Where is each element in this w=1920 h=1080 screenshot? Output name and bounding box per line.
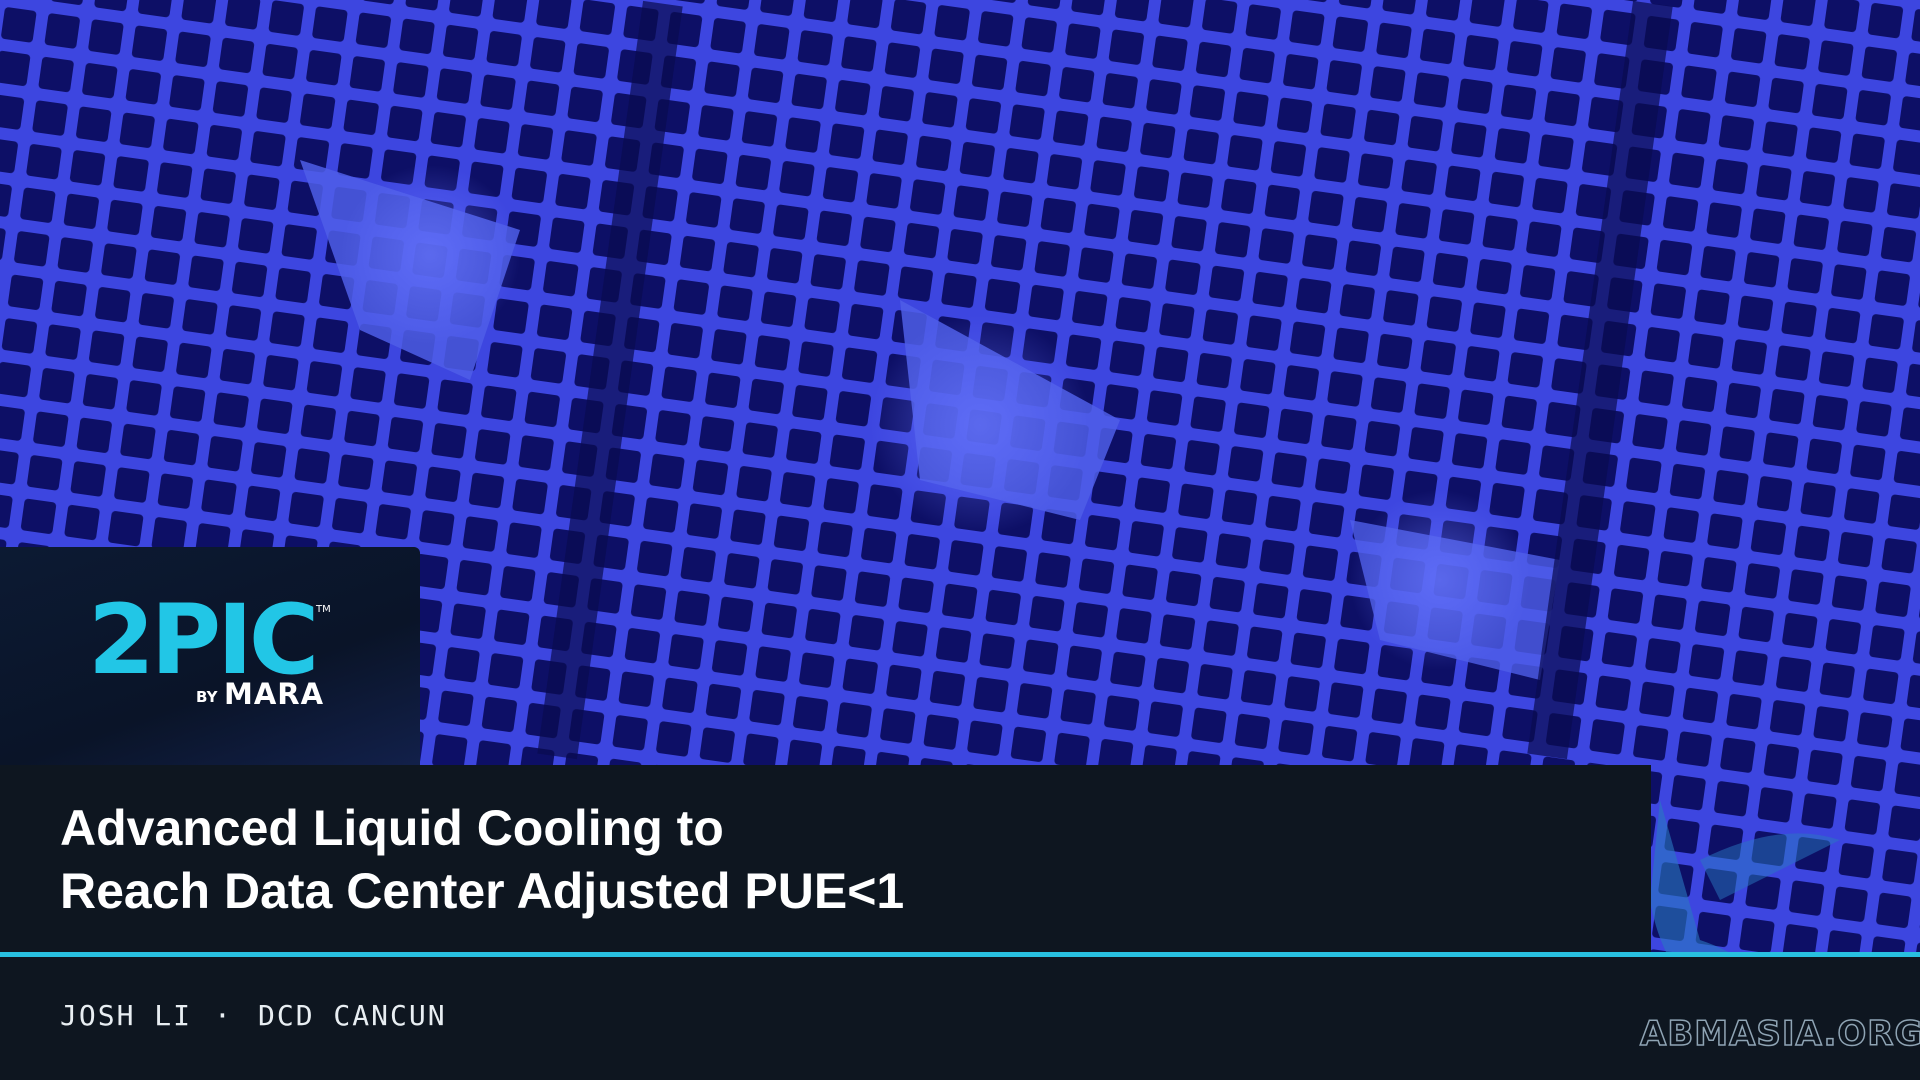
footer-bar xyxy=(0,957,1920,1080)
title-line: Advanced Liquid Cooling to xyxy=(60,800,724,856)
event: DCD CANCUN xyxy=(258,999,447,1032)
logo-by: BY xyxy=(196,688,218,706)
accent-rule xyxy=(0,952,1920,957)
title-line: Reach Data Center Adjusted PUE<1 xyxy=(60,863,905,919)
logo-trademark: TM xyxy=(316,604,331,615)
separator: · xyxy=(214,999,233,1032)
logo-company: MARA xyxy=(224,677,325,711)
speaker: JOSH LI xyxy=(60,999,193,1032)
watermark: ABMASIA.ORG xyxy=(1639,1013,1920,1055)
title-bar xyxy=(0,765,1651,954)
logo-panel xyxy=(0,547,420,765)
logo-brand: 2PIC xyxy=(88,584,319,696)
